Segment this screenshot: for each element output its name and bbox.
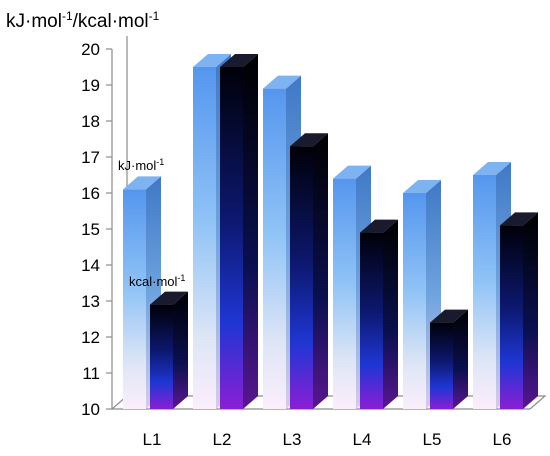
y-tick-label: 15 [81,220,100,239]
x-tick-label: L5 [423,430,442,449]
x-tick-label: L3 [283,430,302,449]
annotation-kcal-mol: kcal·mol-1 [129,273,185,289]
y-tick-label: 11 [82,364,100,383]
y-tick-label: 10 [81,400,100,419]
x-tick-label: L1 [143,430,162,449]
y-tick-label: 18 [81,112,100,131]
y-tick-label: 13 [81,292,100,311]
bar-L3-series2 [290,133,328,409]
annotation-kj-mol: kJ·mol-1 [118,157,164,173]
bar-L5-series2 [430,309,468,409]
y-axis-title: kJ·mol-1/kcal·mol-1 [6,9,160,32]
y-tick-label: 12 [81,328,100,347]
category-labels: L1 L2 L3 L4 L5 L6 [143,430,512,449]
y-tick-label: 19 [81,76,100,95]
x-tick-label: L6 [493,430,512,449]
y-tick-label: 16 [81,184,100,203]
y-tick-label: 17 [81,148,100,167]
x-tick-label: L2 [213,430,232,449]
y-tick-label: 14 [81,256,100,275]
bar-L1-series2 [150,291,188,409]
x-tick-label: L4 [353,430,372,449]
bars [123,54,538,409]
bar-L6-series2 [500,212,538,409]
y-ticks: 10 11 12 13 14 15 16 17 18 19 20 [81,40,112,419]
y-tick-label: 20 [81,40,100,59]
bar-L4-series2 [360,219,398,409]
bar-L2-series2 [220,54,258,409]
